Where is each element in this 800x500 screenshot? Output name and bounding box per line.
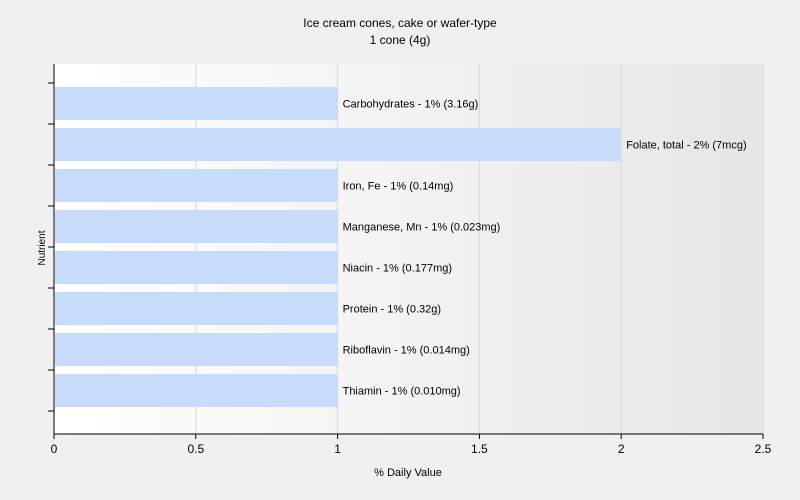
bar-label: Folate, total - 2% (7mcg) (626, 140, 746, 152)
x-axis-label: % Daily Value (374, 467, 442, 479)
bar (55, 128, 622, 161)
x-tick-label: 1.5 (471, 442, 488, 456)
axes: 0 0.5 1 1.5 2 2.5 (48, 64, 772, 456)
bar (55, 333, 338, 366)
bar (55, 374, 338, 407)
bar (55, 169, 338, 202)
bar-label: Niacin - 1% (0.177mg) (343, 263, 452, 275)
bar-label: Carbohydrates - 1% (3.16g) (343, 99, 479, 111)
bar-label: Protein - 1% (0.32g) (343, 304, 441, 316)
bar-label: Manganese, Mn - 1% (0.023mg) (343, 222, 501, 234)
bar-label: Iron, Fe - 1% (0.14mg) (343, 181, 454, 193)
grid-lines (195, 64, 764, 434)
bar (55, 87, 338, 120)
bars: Carbohydrates - 1% (3.16g) Folate, total … (55, 87, 747, 407)
plot-area (54, 64, 763, 434)
y-axis-label: Nutrient (37, 230, 48, 265)
bar (55, 251, 338, 284)
chart-subtitle: 1 cone (4g) (370, 33, 431, 47)
x-tick-label: 2.5 (755, 442, 772, 456)
bar (55, 292, 338, 325)
x-tick-label: 1 (334, 442, 341, 456)
x-tick-label: 2 (618, 442, 625, 456)
x-tick-label: 0 (51, 442, 58, 456)
bar-label: Thiamin - 1% (0.010mg) (343, 386, 461, 398)
chart-title: Ice cream cones, cake or wafer-type (303, 16, 497, 30)
x-tick-label: 0.5 (187, 442, 204, 456)
bar (55, 210, 338, 243)
bar-label: Riboflavin - 1% (0.014mg) (343, 345, 470, 357)
